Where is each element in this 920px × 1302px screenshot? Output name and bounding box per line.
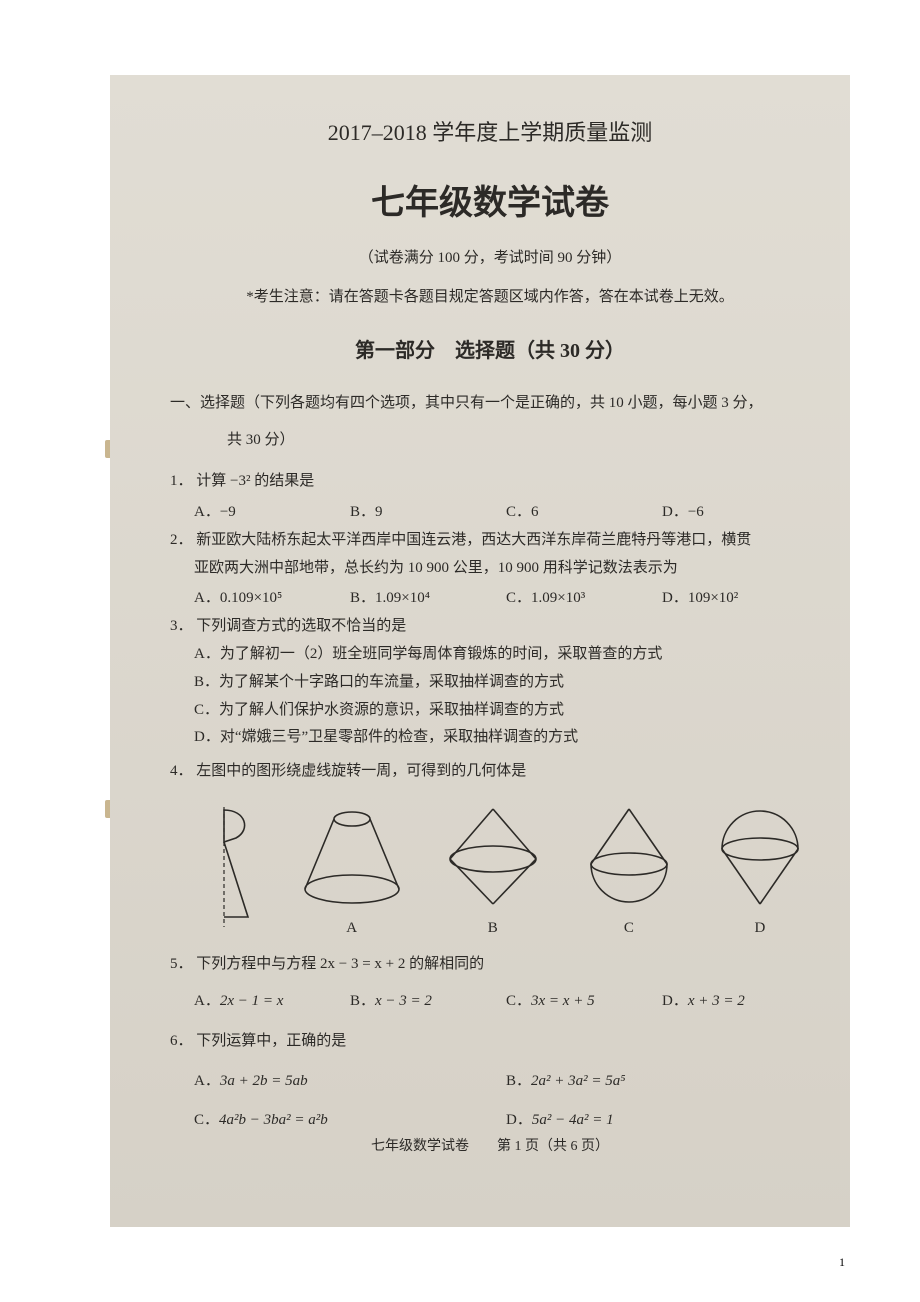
notice: *考生注意：请在答题卡各题目规定答题区域内作答，答在本试卷上无效。 xyxy=(170,285,810,306)
question-6: 6． 下列运算中，正确的是 xyxy=(170,1028,810,1056)
q3-stem: 下列调查方式的选取不恰当的是 xyxy=(196,618,406,634)
q2-opt-b: B．1.09×10⁴ xyxy=(350,586,498,607)
q1-stem: 计算 −3² 的结果是 xyxy=(196,473,314,489)
q2-opt-c: C．1.09×10³ xyxy=(506,586,654,607)
q4-label-a: A xyxy=(297,920,407,937)
q4-solid-b: B xyxy=(438,804,548,937)
q6-opt-b: B．2a² + 3a² = 5a⁵ xyxy=(506,1069,810,1090)
q4-profile xyxy=(196,802,266,937)
q6-opt-a: A．3a + 2b = 5ab xyxy=(194,1069,498,1090)
q4-stem: 左图中的图形绕虚线旋转一周，可得到的几何体是 xyxy=(196,763,526,779)
q5-opt-c: C．3x = x + 5 xyxy=(506,989,654,1010)
section-head-line2: 共 30 分） xyxy=(227,426,810,455)
q2-opt-a: A．0.109×10⁵ xyxy=(194,586,342,607)
q6-stem: 下列运算中，正确的是 xyxy=(196,1033,346,1049)
q4-figures: A B C xyxy=(196,802,810,937)
hemisphere-cone-icon xyxy=(710,804,810,909)
question-3: 3． 下列调查方式的选取不恰当的是 xyxy=(170,613,810,641)
footer: 七年级数学试卷 第 1 页（共 6 页） xyxy=(170,1135,810,1155)
big-title: 七年级数学试卷 xyxy=(170,175,810,224)
q1-num: 1． xyxy=(170,473,193,489)
q1-opt-d: D．−6 xyxy=(662,500,810,521)
question-2: 2． 新亚欧大陆桥东起太平洋西岸中国连云港，西达大西洋东岸荷兰鹿特丹等港口，横贯 xyxy=(170,527,810,555)
q5-opt-a: A．2x − 1 = x xyxy=(194,989,342,1010)
q5-num: 5． xyxy=(170,956,193,972)
part-title: 第一部分 选择题（共 30 分） xyxy=(170,334,810,363)
frustum-icon xyxy=(297,804,407,909)
q3-sub-c: C．为了解人们保护水资源的意识，采取抽样调查的方式 xyxy=(194,697,810,725)
q4-label-d: D xyxy=(710,920,810,937)
bicone-icon xyxy=(438,804,548,909)
q3-sub-a: A．为了解初一（2）班全班同学每周体育锻炼的时间，采取普查的方式 xyxy=(194,641,810,669)
profile-icon xyxy=(196,802,266,932)
q1-opt-b: B．9 xyxy=(350,500,498,521)
sub-info: （试卷满分 100 分，考试时间 90 分钟） xyxy=(170,246,810,267)
q6-options-row1: A．3a + 2b = 5ab B．2a² + 3a² = 5a⁵ xyxy=(194,1069,810,1090)
section-head: 一、选择题（下列各题均有四个选项，其中只有一个是正确的，共 10 小题，每小题 … xyxy=(170,389,810,418)
q1-opt-a: A．−9 xyxy=(194,500,342,521)
q5-options: A．2x − 1 = x B．x − 3 = 2 C．3x = x + 5 D．… xyxy=(194,989,810,1010)
page: 2017–2018 学年度上学期质量监测 七年级数学试卷 （试卷满分 100 分… xyxy=(0,0,920,1302)
q4-solid-a: A xyxy=(297,804,407,937)
q3-num: 3． xyxy=(170,618,193,634)
cone-hemisphere-icon xyxy=(579,804,679,909)
section-head-line1: 一、选择题（下列各题均有四个选项，其中只有一个是正确的，共 10 小题，每小题 … xyxy=(170,395,763,411)
page-number: 1 xyxy=(839,1255,845,1270)
q2-num: 2． xyxy=(170,532,193,548)
question-4: 4． 左图中的图形绕虚线旋转一周，可得到的几何体是 xyxy=(170,758,810,786)
q4-num: 4． xyxy=(170,763,193,779)
q5-opt-b: B．x − 3 = 2 xyxy=(350,989,498,1010)
q2-opt-d: D．109×10² xyxy=(662,586,810,607)
q1-options: A．−9 B．9 C．6 D．−6 xyxy=(194,500,810,521)
q4-solid-c: C xyxy=(579,804,679,937)
q6-options-row2: C．4a²b − 3ba² = a²b D．5a² − 4a² = 1 xyxy=(194,1108,810,1129)
paper-area: 2017–2018 学年度上学期质量监测 七年级数学试卷 （试卷满分 100 分… xyxy=(110,75,850,1227)
q4-label-c: C xyxy=(579,920,679,937)
header-title: 2017–2018 学年度上学期质量监测 xyxy=(170,115,810,147)
question-5: 5． 下列方程中与方程 2x − 3 = x + 2 的解相同的 xyxy=(170,951,810,979)
q6-num: 6． xyxy=(170,1033,193,1049)
q5-stem: 下列方程中与方程 2x − 3 = x + 2 的解相同的 xyxy=(196,956,484,972)
q2-stem2: 亚欧两大洲中部地带，总长约为 10 900 公里，10 900 用科学记数法表示… xyxy=(194,555,810,583)
q6-opt-d: D．5a² − 4a² = 1 xyxy=(506,1108,810,1129)
q3-sub-d: D．对“嫦娥三号”卫星零部件的检查，采取抽样调查的方式 xyxy=(194,724,810,752)
q4-solid-d: D xyxy=(710,804,810,937)
q1-opt-c: C．6 xyxy=(506,500,654,521)
q5-opt-d: D．x + 3 = 2 xyxy=(662,989,810,1010)
q2-stem1: 新亚欧大陆桥东起太平洋西岸中国连云港，西达大西洋东岸荷兰鹿特丹等港口，横贯 xyxy=(196,532,751,548)
q6-opt-c: C．4a²b − 3ba² = a²b xyxy=(194,1108,498,1129)
q2-options: A．0.109×10⁵ B．1.09×10⁴ C．1.09×10³ D．109×… xyxy=(194,586,810,607)
q4-label-b: B xyxy=(438,920,548,937)
q3-sub-b: B．为了解某个十字路口的车流量，采取抽样调查的方式 xyxy=(194,669,810,697)
question-1: 1． 计算 −3² 的结果是 xyxy=(170,468,810,496)
